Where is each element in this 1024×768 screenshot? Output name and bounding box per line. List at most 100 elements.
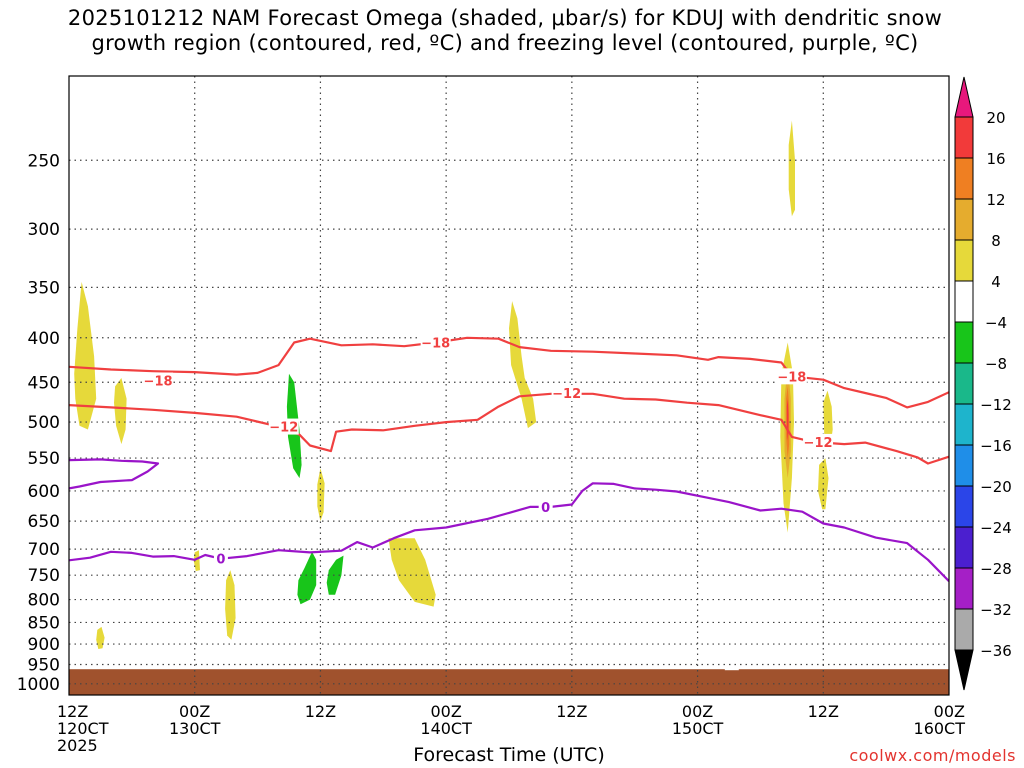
y-tick-350: 350: [28, 278, 60, 298]
contour-label-dgz-minus18-2: −18: [777, 370, 806, 385]
colorbar-label-13: −36: [980, 642, 1012, 660]
contour-label-bg-dgz-minus12-1: [551, 385, 582, 402]
contour-label-dgz-minus12-0: −12: [269, 421, 298, 436]
y-tick-800: 800: [28, 591, 60, 611]
colorbar-label-3: 8: [991, 232, 1001, 250]
colorbar-bin-3: [954, 239, 974, 282]
y-tick-450: 450: [28, 373, 60, 393]
colorbar-bin-1: [954, 157, 974, 200]
colorbar-bin-11: [954, 567, 974, 610]
colorbar-bin-4: [954, 280, 974, 323]
x-tick-84-line2: 160CT: [914, 719, 966, 738]
x-tick-12-line2: 130CT: [169, 719, 221, 738]
colorbar: 20 16 12 8 4 −4 −8 −12 −16 −20 −24 −28 −32 −36: [954, 76, 1012, 691]
contour-label-freezing-0-lower-1: 0: [541, 501, 550, 516]
x-tick-0-line1: 12Z: [57, 702, 88, 721]
colorbar-label-11: −28: [980, 560, 1012, 578]
x-tick-60-line2: 150CT: [672, 719, 724, 738]
y-axis: 2503003504004505005506006507007508008509…: [17, 151, 60, 695]
plot-border: [68, 75, 950, 696]
y-tick-650: 650: [28, 512, 60, 532]
x-tick-0-line3: 2025: [57, 736, 98, 755]
omega-region-neg-3: [326, 555, 344, 595]
y-tick-400: 400: [28, 329, 60, 349]
omega-region-pos-8: [509, 301, 537, 429]
ground-fill: [69, 669, 949, 695]
contour-label-bg-freezing-0-lower-0: [213, 550, 228, 567]
colorbar-label-10: −24: [980, 519, 1012, 537]
chart-title: 2025101212 NAM Forecast Omega (shaded, μ…: [0, 6, 1010, 56]
contour-freezing-0-upper: [69, 458, 160, 490]
colorbar-label-9: −20: [980, 478, 1012, 496]
gridlines: [69, 76, 949, 695]
site-credit[interactable]: coolwx.com/models: [849, 746, 1016, 765]
y-tick-300: 300: [28, 220, 60, 240]
omega-region-pos-2: [114, 378, 127, 445]
colorbar-label-4: 4: [991, 273, 1001, 291]
chart-title-line2: growth region (contoured, red, ºC) and f…: [91, 31, 919, 55]
colorbar-label-12: −32: [980, 601, 1012, 619]
contour-label-bg-dgz-minus18-1: [420, 334, 451, 351]
colorbar-bin-10: [954, 526, 974, 569]
contour-label-dgz-minus18-0: −18: [144, 375, 173, 390]
colorbar-bin-5: [954, 321, 974, 364]
ground-notch: [724, 668, 739, 671]
contour-label-bg-dgz-minus18-2: [776, 368, 807, 385]
x-axis-label: Forecast Time (UTC): [413, 744, 605, 766]
y-tick-500: 500: [28, 413, 60, 433]
chart-title-line1: 2025101212 NAM Forecast Omega (shaded, μ…: [67, 6, 943, 30]
colorbar-label-6: −8: [985, 355, 1007, 373]
x-tick-12-line1: 00Z: [179, 702, 210, 721]
y-tick-900: 900: [28, 635, 60, 655]
contour-label-dgz-minus18-1: −18: [421, 336, 450, 351]
colorbar-bin-6: [954, 362, 974, 405]
colorbar-label-5: −4: [985, 314, 1007, 332]
colorbar-bottom-arrow: [954, 649, 974, 691]
contour-label-bg-dgz-minus18-0: [143, 372, 174, 389]
omega-region-pos-13: [788, 120, 795, 217]
contour-label-bg-freezing-0-lower-1: [538, 498, 553, 515]
colorbar-label-0: 20: [986, 109, 1005, 127]
contour-label-bg-dgz-minus12-2: [803, 433, 834, 450]
omega-shading: [74, 120, 833, 649]
colorbar-bin-0: [954, 116, 974, 159]
colorbar-top-arrow: [954, 76, 974, 118]
omega-region-pos-3: [96, 626, 105, 649]
contour-label-dgz-minus12-1: −12: [552, 387, 581, 402]
colorbar-label-1: 16: [986, 150, 1005, 168]
colorbar-label-8: −16: [980, 437, 1012, 455]
contour-label-bg-dgz-minus12-0: [268, 418, 299, 435]
colorbar-bin-8: [954, 444, 974, 487]
omega-region-neg-2: [297, 551, 317, 605]
colorbar-label-7: −12: [980, 396, 1012, 414]
x-tick-72-line1: 12Z: [808, 702, 839, 721]
x-tick-48-line1: 12Z: [556, 702, 587, 721]
y-tick-550: 550: [28, 449, 60, 469]
plot-frame: [68, 75, 950, 696]
y-tick-950: 950: [28, 655, 60, 675]
colorbar-bin-9: [954, 485, 974, 528]
colorbar-bin-7: [954, 403, 974, 446]
contour-lines: −18 −18 −18 −12 −12 −12 0 0: [69, 334, 949, 582]
y-tick-700: 700: [28, 540, 60, 560]
contour-dgz-minus18: [69, 336, 949, 409]
x-tick-36-line1: 00Z: [430, 702, 461, 721]
colorbar-bin-2: [954, 198, 974, 241]
contour-label-dgz-minus12-2: −12: [804, 436, 833, 451]
y-tick-1000: 1000: [17, 675, 60, 695]
x-tick-0-line2: 120CT: [57, 719, 109, 738]
ground-layer: [69, 668, 949, 695]
x-tick-36-line2: 140CT: [420, 719, 472, 738]
omega-region-pos-1: [74, 281, 97, 430]
x-tick-24-line1: 12Z: [305, 702, 336, 721]
y-tick-250: 250: [28, 151, 60, 171]
x-tick-84-line1: 00Z: [934, 702, 965, 721]
contour-freezing-0-lower: [69, 482, 949, 582]
omega-region-pos-5: [225, 570, 236, 640]
contour-label-freezing-0-lower-0: 0: [216, 553, 225, 568]
omega-region-pos-7: [388, 538, 436, 607]
y-tick-750: 750: [28, 566, 60, 586]
colorbar-label-2: 12: [986, 191, 1005, 209]
